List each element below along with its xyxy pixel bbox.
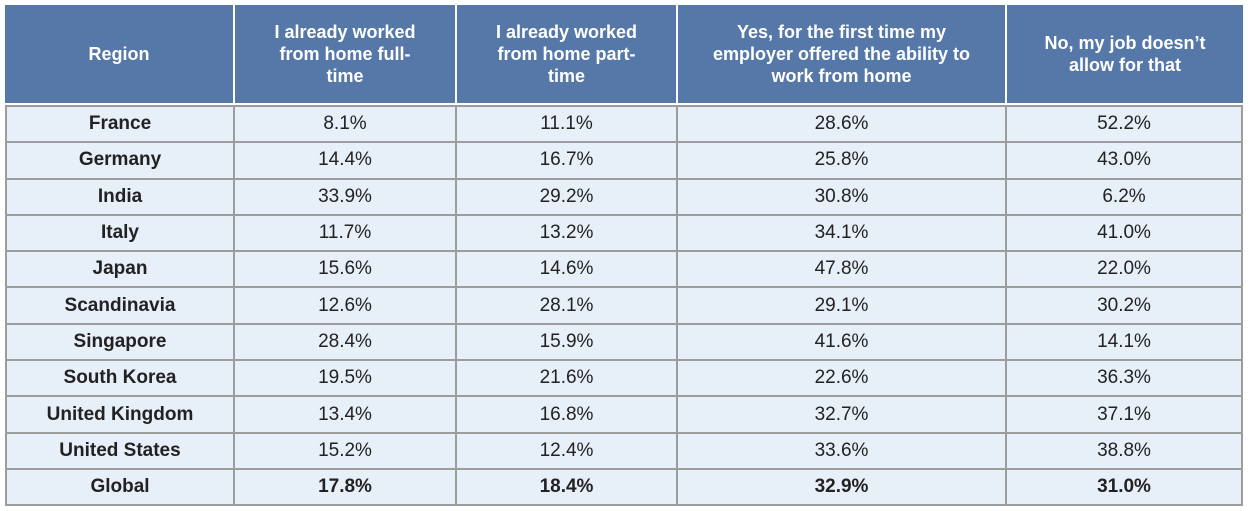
value-cell: 6.2%	[1007, 179, 1241, 214]
value-cell: 37.1%	[1007, 397, 1241, 432]
value-cell: 16.8%	[457, 397, 676, 432]
region-cell: Global	[7, 469, 233, 505]
value-cell: 30.2%	[1007, 288, 1241, 323]
value-cell: 22.6%	[678, 361, 1005, 396]
value-cell: 32.9%	[678, 469, 1005, 505]
value-cell: 32.7%	[678, 397, 1005, 432]
value-cell: 29.1%	[678, 288, 1005, 323]
value-cell: 38.8%	[1007, 433, 1241, 468]
value-cell: 28.6%	[678, 107, 1005, 142]
table-body: France 8.1% 11.1% 28.6% 52.2% Germany 14.4% 16.…	[5, 105, 1243, 507]
value-cell: 11.1%	[457, 107, 676, 142]
region-cell: France	[7, 107, 233, 142]
region-cell: Germany	[7, 143, 233, 178]
header-cell: No, my job doesn’t allow for that	[1007, 5, 1243, 103]
value-cell: 28.4%	[235, 324, 455, 360]
header-cell: Yes, for the first time my employer offe…	[678, 5, 1005, 103]
value-cell: 36.3%	[1007, 361, 1241, 396]
value-cell: 30.8%	[678, 179, 1005, 214]
value-cell: 14.4%	[235, 143, 455, 178]
value-cell: 52.2%	[1007, 107, 1241, 142]
value-cell: 15.2%	[235, 433, 455, 468]
value-cell: 21.6%	[457, 361, 676, 396]
region-cell: Japan	[7, 252, 233, 287]
value-cell: 14.1%	[1007, 324, 1241, 360]
value-cell: 33.9%	[235, 179, 455, 214]
value-cell: 15.9%	[457, 324, 676, 360]
value-cell: 31.0%	[1007, 469, 1241, 505]
region-cell: Singapore	[7, 324, 233, 360]
table-header: Region I already worked from home full-ti…	[5, 5, 1243, 103]
value-cell: 12.6%	[235, 288, 455, 323]
value-cell: 33.6%	[678, 433, 1005, 468]
region-cell: Italy	[7, 215, 233, 251]
region-cell: United Kingdom	[7, 397, 233, 432]
header-cell: Region	[5, 5, 233, 103]
header-cell: I already worked from home full-time	[235, 5, 455, 103]
value-cell: 18.4%	[457, 469, 676, 505]
value-cell: 25.8%	[678, 143, 1005, 178]
value-cell: 43.0%	[1007, 143, 1241, 178]
value-cell: 17.8%	[235, 469, 455, 505]
value-cell: 14.6%	[457, 252, 676, 287]
value-cell: 13.2%	[457, 215, 676, 251]
value-cell: 12.4%	[457, 433, 676, 468]
value-cell: 11.7%	[235, 215, 455, 251]
value-cell: 47.8%	[678, 252, 1005, 287]
value-cell: 28.1%	[457, 288, 676, 323]
value-cell: 29.2%	[457, 179, 676, 214]
value-cell: 22.0%	[1007, 252, 1241, 287]
region-cell: India	[7, 179, 233, 214]
value-cell: 8.1%	[235, 107, 455, 142]
value-cell: 13.4%	[235, 397, 455, 432]
value-cell: 41.6%	[678, 324, 1005, 360]
survey-table: Region I already worked from home full-ti…	[5, 5, 1243, 507]
region-cell: United States	[7, 433, 233, 468]
value-cell: 16.7%	[457, 143, 676, 178]
value-cell: 34.1%	[678, 215, 1005, 251]
value-cell: 41.0%	[1007, 215, 1241, 251]
region-cell: Scandinavia	[7, 288, 233, 323]
header-cell: I already worked from home part-time	[457, 5, 676, 103]
value-cell: 19.5%	[235, 361, 455, 396]
region-cell: South Korea	[7, 361, 233, 396]
value-cell: 15.6%	[235, 252, 455, 287]
